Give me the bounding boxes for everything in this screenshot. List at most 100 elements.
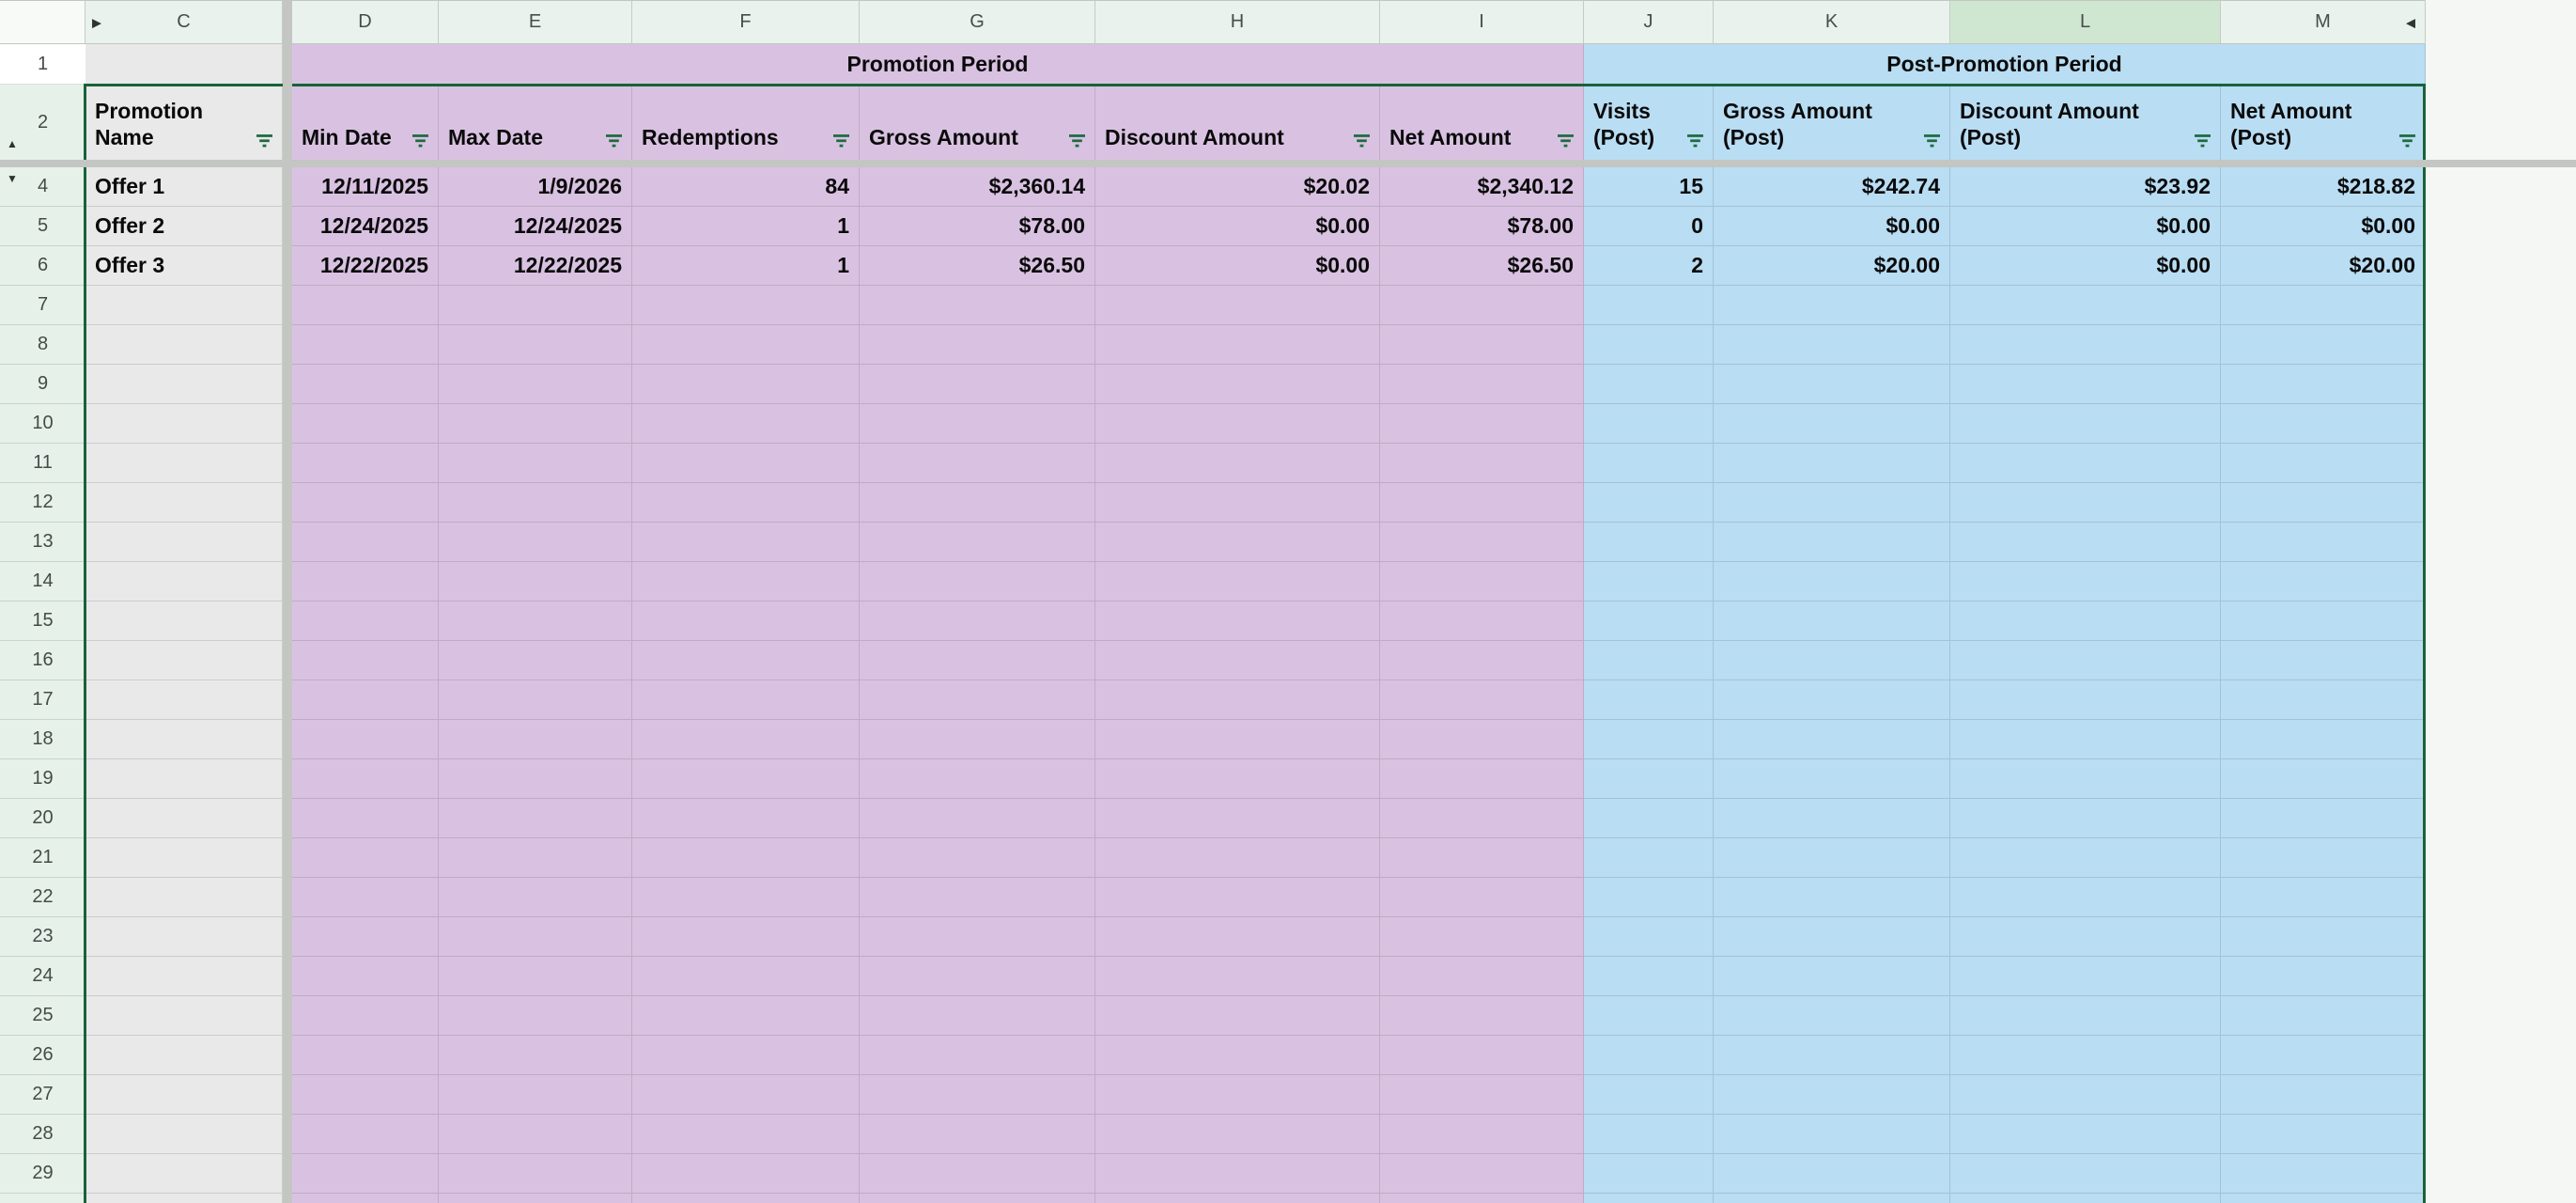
cell[interactable] xyxy=(1380,483,1584,523)
row-header-7[interactable]: 7 xyxy=(0,286,85,325)
filter-icon[interactable] xyxy=(412,134,428,148)
cell[interactable] xyxy=(1095,365,1380,404)
cell[interactable] xyxy=(85,1154,283,1194)
cell[interactable] xyxy=(1950,483,2221,523)
cell[interactable] xyxy=(1714,917,1950,957)
cell[interactable] xyxy=(1584,562,1714,602)
cell[interactable] xyxy=(85,878,283,917)
cell[interactable] xyxy=(860,720,1095,759)
cell-c1[interactable] xyxy=(85,44,283,85)
cell[interactable] xyxy=(860,878,1095,917)
cell[interactable] xyxy=(1380,325,1584,365)
row-header-19[interactable]: 19 xyxy=(0,759,85,799)
cell-i6[interactable]: $26.50 xyxy=(1380,246,1584,286)
cell[interactable] xyxy=(1714,483,1950,523)
cell[interactable] xyxy=(860,325,1095,365)
row-header-5[interactable]: 5 xyxy=(0,207,85,246)
cell[interactable] xyxy=(632,1036,860,1075)
filter-icon[interactable] xyxy=(1924,134,1940,148)
cell[interactable] xyxy=(439,602,632,641)
filter-icon[interactable] xyxy=(1558,134,1574,148)
row-header-26[interactable]: 26 xyxy=(0,1036,85,1075)
cell[interactable] xyxy=(2221,838,2426,878)
cell[interactable] xyxy=(1380,799,1584,838)
cell[interactable] xyxy=(1380,1075,1584,1115)
cell[interactable] xyxy=(1380,759,1584,799)
column-header-L-selected[interactable]: L xyxy=(1950,0,2221,44)
cell[interactable] xyxy=(1095,1154,1380,1194)
cell[interactable] xyxy=(292,1075,439,1115)
cell[interactable] xyxy=(1584,957,1714,996)
cell[interactable] xyxy=(85,1194,283,1203)
cell[interactable] xyxy=(632,878,860,917)
cell[interactable] xyxy=(860,483,1095,523)
cell[interactable] xyxy=(860,444,1095,483)
header-discount-amount[interactable]: Discount Amount xyxy=(1095,85,1380,160)
cell[interactable] xyxy=(632,325,860,365)
cell[interactable] xyxy=(632,602,860,641)
cell[interactable] xyxy=(1380,365,1584,404)
cell[interactable] xyxy=(85,483,283,523)
cell[interactable] xyxy=(2221,996,2426,1036)
cell[interactable] xyxy=(1714,996,1950,1036)
cell[interactable] xyxy=(2221,917,2426,957)
cell-g6[interactable]: $26.50 xyxy=(860,246,1095,286)
row-header-22[interactable]: 22 xyxy=(0,878,85,917)
filter-icon[interactable] xyxy=(2399,134,2415,148)
cell[interactable] xyxy=(1380,917,1584,957)
cell[interactable] xyxy=(632,404,860,444)
cell[interactable] xyxy=(1584,1075,1714,1115)
cell[interactable] xyxy=(2221,1115,2426,1154)
cell[interactable] xyxy=(292,680,439,720)
cell[interactable] xyxy=(1714,523,1950,562)
cell[interactable] xyxy=(632,996,860,1036)
cell[interactable] xyxy=(1584,444,1714,483)
cell[interactable] xyxy=(860,562,1095,602)
frozen-col-divider[interactable] xyxy=(283,0,292,1203)
cell[interactable] xyxy=(1095,325,1380,365)
cell-m4[interactable]: $218.82 xyxy=(2221,167,2426,207)
cell[interactable] xyxy=(1714,1154,1950,1194)
cell[interactable] xyxy=(439,838,632,878)
cell[interactable] xyxy=(1950,404,2221,444)
cell[interactable] xyxy=(439,523,632,562)
row-header-20[interactable]: 20 xyxy=(0,799,85,838)
cell[interactable] xyxy=(439,799,632,838)
cell[interactable] xyxy=(1950,680,2221,720)
cell[interactable] xyxy=(292,365,439,404)
header-gross-amount-post[interactable]: Gross Amount (Post) xyxy=(1714,85,1950,160)
cell[interactable] xyxy=(1584,996,1714,1036)
cell[interactable] xyxy=(1584,602,1714,641)
cell[interactable] xyxy=(860,404,1095,444)
cell[interactable] xyxy=(1380,641,1584,680)
cell[interactable] xyxy=(439,562,632,602)
cell[interactable] xyxy=(2221,641,2426,680)
row-header-17[interactable]: 17 xyxy=(0,680,85,720)
cell[interactable] xyxy=(85,680,283,720)
row-header-25[interactable]: 25 xyxy=(0,996,85,1036)
cell[interactable] xyxy=(1950,957,2221,996)
cell[interactable] xyxy=(292,838,439,878)
cell[interactable] xyxy=(1380,680,1584,720)
cell[interactable] xyxy=(1950,444,2221,483)
cell-e6[interactable]: 12/22/2025 xyxy=(439,246,632,286)
cell[interactable] xyxy=(292,562,439,602)
cell[interactable] xyxy=(860,523,1095,562)
cell[interactable] xyxy=(1950,562,2221,602)
cell[interactable] xyxy=(1584,680,1714,720)
cell[interactable] xyxy=(1380,957,1584,996)
cell[interactable] xyxy=(1095,444,1380,483)
cell[interactable] xyxy=(85,602,283,641)
column-header-G[interactable]: G xyxy=(860,0,1095,44)
cell[interactable] xyxy=(1714,444,1950,483)
cell[interactable] xyxy=(1380,1194,1584,1203)
cell[interactable] xyxy=(860,917,1095,957)
cell[interactable] xyxy=(1584,641,1714,680)
cell[interactable] xyxy=(1584,286,1714,325)
filter-icon[interactable] xyxy=(2195,134,2211,148)
cell[interactable] xyxy=(2221,878,2426,917)
hidden-rows-expand-down-icon[interactable]: ▼ xyxy=(7,172,18,185)
cell[interactable] xyxy=(292,1154,439,1194)
cell[interactable] xyxy=(1095,1115,1380,1154)
cell[interactable] xyxy=(292,878,439,917)
